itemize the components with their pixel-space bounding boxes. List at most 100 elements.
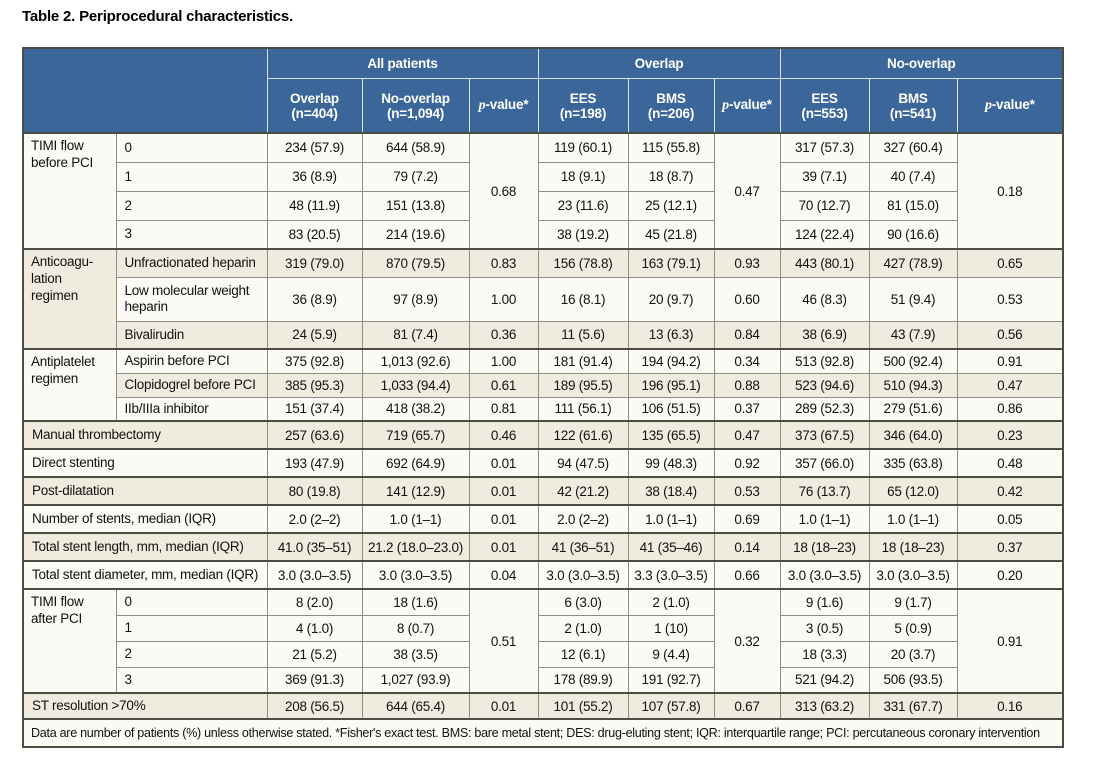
cell: 346 (64.0): [868, 420, 958, 450]
cell: 119 (60.1): [537, 132, 629, 163]
header-group-no-overlap: No-overlap: [779, 47, 1064, 79]
row-label: 0: [115, 588, 268, 616]
table-row: Total stent length, mm, median (IQR) 41.…: [22, 532, 1064, 562]
cell: 36 (8.9): [266, 161, 363, 192]
p-value-cell: 0.56: [956, 320, 1064, 350]
header-corner-cell: [22, 47, 268, 134]
cell: 70 (12.7): [779, 190, 870, 221]
cell: 6 (3.0): [537, 588, 629, 616]
p-value-cell: 0.05: [956, 504, 1064, 534]
p-value-cell: 0.51: [468, 588, 539, 694]
cell: 191 (92.7): [627, 666, 715, 694]
col-header-overlap-pvalue: p-value*: [713, 78, 781, 134]
group-label: Anticoagu- lation regimen: [22, 248, 117, 350]
cell: 3.0 (3.0–3.5): [779, 560, 870, 590]
table-row: 2 21 (5.2) 38 (3.5) 12 (6.1) 9 (4.4) 18 …: [23, 640, 1063, 668]
cell: 193 (47.9): [266, 448, 363, 478]
cell: 18 (18–23): [779, 532, 870, 562]
header-column-row: Overlap (n=404) No-overlap (n=1,094) p-v…: [23, 78, 1064, 134]
row-label: 2: [115, 640, 268, 668]
cell: 156 (78.8): [537, 248, 629, 278]
table-title: Table 2. Periprocedural characteristics.: [22, 8, 294, 25]
p-value-cell: 0.91: [956, 348, 1064, 374]
cell: 357 (66.0): [779, 448, 870, 478]
pvalue-rest: -value*: [728, 97, 772, 112]
cell: 1.0 (1–1): [627, 504, 715, 534]
cell: 42 (21.2): [537, 476, 629, 506]
pvalue-italic: p: [984, 98, 992, 113]
cell: 523 (94.6): [779, 372, 870, 398]
header-group-overlap: Overlap: [537, 47, 781, 79]
cell: 51 (9.4): [868, 276, 958, 322]
p-value-cell: 0.88: [713, 372, 781, 398]
row-label: Total stent diameter, mm, median (IQR): [22, 560, 268, 590]
p-value-cell: 0.60: [713, 276, 781, 322]
row-label: Number of stents, median (IQR): [22, 504, 268, 534]
cell: 335 (63.8): [868, 448, 958, 478]
p-value-cell: 0.42: [956, 476, 1064, 506]
cell: 94 (47.5): [537, 448, 629, 478]
p-value-cell: 0.47: [713, 132, 781, 250]
cell: 1.0 (1–1): [361, 504, 470, 534]
cell: 178 (89.9): [537, 666, 629, 694]
table-row: Manual thrombectomy 257 (63.6) 719 (65.7…: [22, 420, 1064, 450]
row-label: 3: [115, 666, 268, 694]
p-value-cell: 0.16: [956, 692, 1064, 720]
cell: 279 (51.6): [868, 396, 958, 422]
table-row: 3 369 (91.3) 1,027 (93.9) 178 (89.9) 191…: [23, 666, 1063, 694]
cell: 99 (48.3): [627, 448, 715, 478]
cell: 369 (91.3): [266, 666, 363, 694]
table-row: ST resolution >70% 208 (56.5) 644 (65.4)…: [22, 692, 1064, 720]
cell: 79 (7.2): [361, 161, 470, 192]
cell: 8 (2.0): [266, 588, 363, 616]
table-row: 1 36 (8.9) 79 (7.2) 18 (9.1) 18 (8.7) 39…: [23, 161, 1063, 192]
group-label: TIMI flow after PCI: [22, 588, 117, 694]
table-row: TIMI flow before PCI 0 234 (57.9) 644 (5…: [22, 132, 1064, 250]
cell: 214 (19.6): [361, 219, 470, 250]
row-label: Bivalirudin: [115, 320, 268, 350]
p-value-cell: 0.46: [468, 420, 539, 450]
table-row: Low molecular weight heparin 36 (8.9) 97…: [23, 276, 1064, 322]
cell: 151 (37.4): [266, 396, 363, 422]
row-label: Direct stenting: [22, 448, 268, 478]
table-footnote: Data are number of patients (%) unless o…: [22, 718, 1064, 748]
p-value-cell: 0.68: [468, 132, 539, 250]
cell: 65 (12.0): [868, 476, 958, 506]
cell: 106 (51.5): [627, 396, 715, 422]
cell: 12 (6.1): [537, 640, 629, 668]
col-header-all-no-overlap: No-overlap (n=1,094): [361, 78, 470, 134]
cell: 25 (12.1): [627, 190, 715, 221]
table-row: 2 48 (11.9) 151 (13.8) 23 (11.6) 25 (12.…: [23, 190, 1063, 221]
cell: 3.0 (3.0–3.5): [266, 560, 363, 590]
row-label: Aspirin before PCI: [115, 348, 268, 374]
cell: 18 (3.3): [779, 640, 870, 668]
p-value-cell: 0.83: [468, 248, 539, 278]
p-value-cell: 0.14: [713, 532, 781, 562]
cell: 9 (1.6): [779, 588, 870, 616]
cell: 1.0 (1–1): [779, 504, 870, 534]
cell: 90 (16.6): [868, 219, 958, 250]
cell: 331 (67.7): [868, 692, 958, 720]
cell: 97 (8.9): [361, 276, 470, 322]
table-row: 3 83 (20.5) 214 (19.6) 38 (19.2) 45 (21.…: [23, 219, 1063, 250]
cell: 39 (7.1): [779, 161, 870, 192]
p-value-cell: 0.47: [713, 420, 781, 450]
cell: 692 (64.9): [361, 448, 470, 478]
cell: 18 (8.7): [627, 161, 715, 192]
p-value-cell: 0.04: [468, 560, 539, 590]
table-row: Total stent diameter, mm, median (IQR) 3…: [22, 560, 1064, 590]
p-value-cell: 0.47: [956, 372, 1064, 398]
col-header-overlap-ees: EES (n=198): [537, 78, 629, 134]
cell: 418 (38.2): [361, 396, 470, 422]
cell: 40 (7.4): [868, 161, 958, 192]
p-value-cell: 0.01: [468, 532, 539, 562]
cell: 870 (79.5): [361, 248, 470, 278]
header-group-row: All patients Overlap No-overlap: [22, 47, 1064, 134]
row-label: Post-dilatation: [22, 476, 268, 506]
cell: 38 (6.9): [779, 320, 870, 350]
p-value-cell: 0.66: [713, 560, 781, 590]
cell: 513 (92.8): [779, 348, 870, 374]
cell: 41.0 (35–51): [266, 532, 363, 562]
p-value-cell: 0.81: [468, 396, 539, 422]
row-label: 3: [115, 219, 268, 250]
